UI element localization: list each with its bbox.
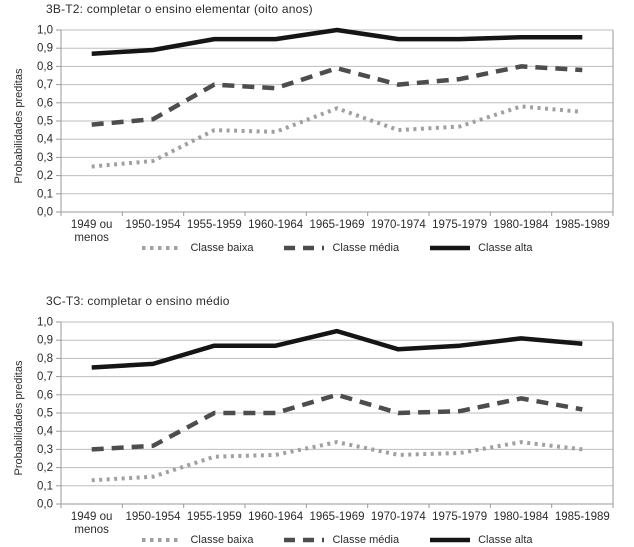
y-tick-label: 0,7 bbox=[37, 371, 53, 383]
x-tick-label: 1980-1984 bbox=[494, 219, 550, 231]
y-tick-label: 0,5 bbox=[37, 116, 53, 128]
x-tick-label: 1949 ou menos bbox=[71, 219, 113, 244]
legend-line-sample bbox=[284, 537, 325, 543]
legend-item-classe-média: Classe média bbox=[283, 242, 399, 254]
legend-label: Classe média bbox=[332, 534, 400, 546]
x-tick-label: 1985-1989 bbox=[555, 511, 610, 523]
y-tick-label: 0,4 bbox=[37, 134, 54, 146]
legend-item-classe-baixa: Classe baixa bbox=[141, 242, 253, 254]
chart-title: 3B-T2: completar o ensino elementar (oit… bbox=[46, 2, 313, 16]
x-tick-label: 1980-1984 bbox=[494, 511, 550, 523]
series-classe-baixa bbox=[91, 440, 583, 483]
y-tick-label: 1,0 bbox=[37, 317, 53, 329]
y-tick-label: 0,1 bbox=[37, 188, 53, 200]
x-tick-label: 1970-1974 bbox=[371, 511, 427, 523]
x-tick-label: 1975-1979 bbox=[432, 219, 487, 231]
x-tick-label: 1950-1954 bbox=[126, 219, 182, 231]
y-tick-label: 0,6 bbox=[37, 389, 53, 401]
legend-label: Classe alta bbox=[478, 242, 533, 254]
y-tick-label: 0,0 bbox=[37, 499, 53, 511]
legend-line-sample bbox=[430, 537, 471, 543]
y-tick-label: 0,8 bbox=[37, 61, 53, 73]
legend-label: Classe baixa bbox=[190, 534, 254, 546]
y-tick-label: 0,9 bbox=[37, 335, 53, 347]
line-plot-medio: 0,0 0,1 0,2 0,3 0,4 0,5 0,6 0,7 0,8 0,9 1,0 1949 ou… bbox=[37, 317, 614, 536]
legend-line-sample bbox=[430, 245, 471, 251]
legend-label: Classe média bbox=[332, 242, 400, 254]
legend-line-sample bbox=[284, 245, 325, 251]
x-tick-label: 1970-1974 bbox=[371, 219, 427, 231]
y-tick-label: 0,9 bbox=[37, 43, 53, 55]
series-classe-alta bbox=[91, 328, 583, 370]
x-tick-label: 1955-1959 bbox=[187, 511, 242, 523]
legend-label: Classe alta bbox=[478, 534, 533, 546]
y-tick-label: 0,0 bbox=[37, 207, 53, 219]
series-classe-média bbox=[91, 64, 583, 127]
legend-item-classe-alta: Classe alta bbox=[429, 534, 533, 546]
y-tick-label: 1,0 bbox=[37, 25, 53, 37]
legend-item-classe-alta: Classe alta bbox=[429, 242, 533, 254]
chart-ensino-elementar: 3B-T2: completar o ensino elementar (oit… bbox=[13, 2, 614, 256]
series-classe-baixa bbox=[91, 104, 583, 169]
series-classe-média bbox=[91, 392, 583, 452]
legend-line-sample bbox=[142, 246, 183, 250]
y-tick-label: 0,4 bbox=[37, 426, 54, 438]
legend-item-classe-baixa: Classe baixa bbox=[141, 534, 253, 546]
y-tick-label: 0,1 bbox=[37, 480, 53, 492]
y-tick-label: 0,6 bbox=[37, 97, 53, 109]
chart-legend: Classe baixa Classe média Classe alta bbox=[61, 240, 613, 256]
y-tick-label: 0,5 bbox=[37, 408, 53, 420]
y-tick-label: 0,3 bbox=[37, 444, 53, 456]
x-tick-label: 1950-1954 bbox=[126, 511, 182, 523]
chart-ensino-medio: 3C-T3: completar o ensino médio Probabil… bbox=[0, 292, 634, 547]
x-tick-label: 1985-1989 bbox=[555, 219, 610, 231]
y-tick-label: 0,8 bbox=[37, 353, 53, 365]
x-tick-label: 1965-1969 bbox=[310, 219, 365, 231]
series-classe-alta bbox=[91, 27, 583, 56]
chart-legend: Classe baixa Classe média Classe alta bbox=[61, 532, 613, 547]
y-tick-label: 0,2 bbox=[37, 170, 53, 182]
x-tick-label: 1960-1964 bbox=[248, 219, 304, 231]
chart-title: 3C-T3: completar o ensino médio bbox=[46, 294, 230, 308]
x-tick-label: 1955-1959 bbox=[187, 219, 242, 231]
x-tick-label: 1965-1969 bbox=[310, 511, 365, 523]
x-tick-label: 1949 ou menos bbox=[71, 511, 113, 536]
legend-label: Classe baixa bbox=[190, 242, 254, 254]
y-tick-label: 0,3 bbox=[37, 152, 53, 164]
line-plot-elementar: 0,0 0,1 0,2 0,3 0,4 0,5 0,6 0,7 0,8 0,9 1,0 1949 ou… bbox=[37, 25, 614, 244]
x-tick-label: 1975-1979 bbox=[432, 511, 487, 523]
y-tick-label: 0,7 bbox=[37, 79, 53, 91]
legend-line-sample bbox=[142, 538, 183, 542]
y-tick-label: 0,2 bbox=[37, 462, 53, 474]
x-tick-label: 1960-1964 bbox=[248, 511, 304, 523]
legend-item-classe-média: Classe média bbox=[283, 534, 399, 546]
